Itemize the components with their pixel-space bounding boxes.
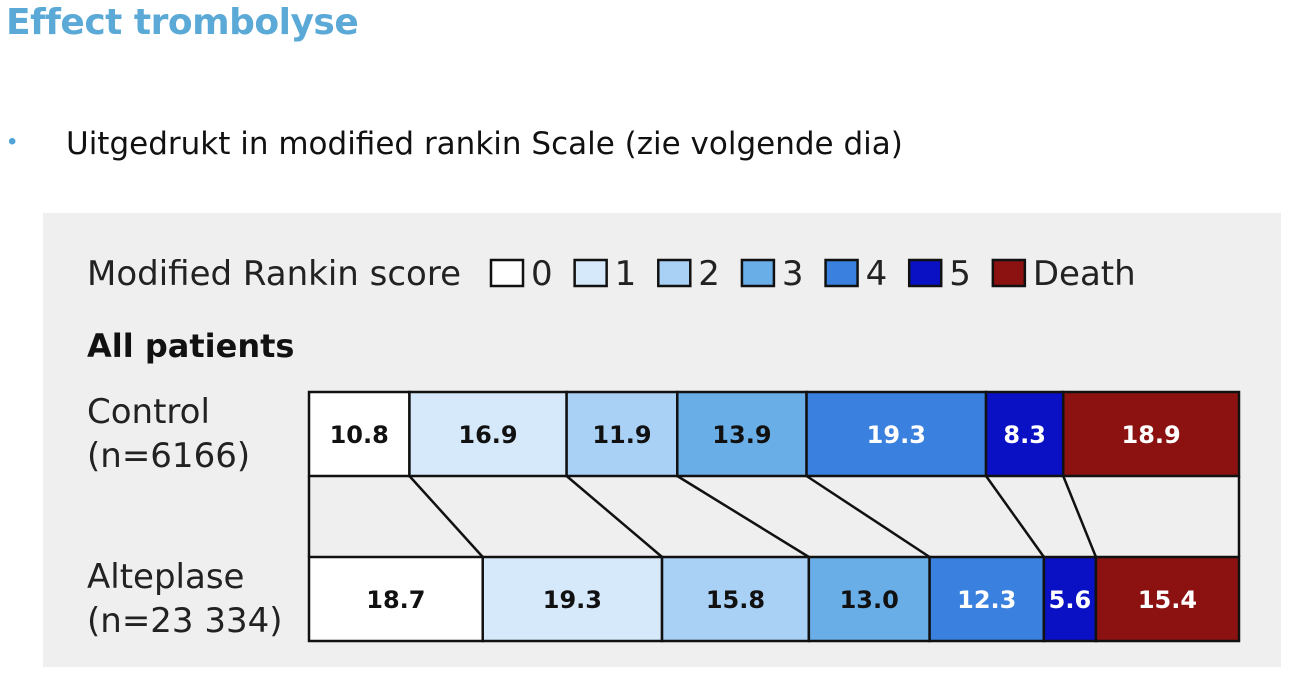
section-title: All patients — [87, 327, 294, 365]
legend-label-1: 1 — [615, 254, 637, 294]
row-label-0-line1: Control — [87, 392, 210, 432]
legend-swatch-4 — [824, 258, 859, 288]
legend-label-4: 4 — [866, 254, 888, 294]
bar-segment-row1-1 — [481, 555, 664, 643]
bar-value-row1-death: 15.4 — [1138, 586, 1197, 614]
row-label-1-line1: Alteplase — [87, 557, 244, 597]
bar-value-row1-4: 12.3 — [957, 586, 1016, 614]
bar-value-row0-1: 16.9 — [458, 421, 517, 449]
bullet-text: Uitgedrukt in modified rankin Scale (zie… — [66, 126, 903, 162]
legend-label-5: 5 — [949, 254, 971, 294]
connector-line-4 — [805, 474, 931, 559]
bar-value-row1-1: 19.3 — [543, 586, 602, 614]
bar-segment-row1-4 — [928, 555, 1046, 643]
bar-value-row0-5: 8.3 — [1003, 421, 1046, 449]
bar-value-row1-5: 5.6 — [1049, 586, 1092, 614]
bar-value-row0-2: 11.9 — [592, 421, 651, 449]
legend-swatch-2 — [657, 258, 692, 288]
bar-segment-row1-2 — [660, 555, 811, 643]
legend-swatch-0 — [489, 258, 525, 288]
bar-value-row0-3: 13.9 — [712, 421, 771, 449]
bar-value-row0-4: 19.3 — [867, 421, 926, 449]
bar-value-row1-0: 18.7 — [366, 586, 425, 614]
row-labels: Control(n=6166) Alteplase(n=23 334) — [87, 392, 283, 641]
bar-segment-row1-0 — [307, 555, 484, 643]
bar-segment-row1-death — [1094, 555, 1241, 643]
bar-segment-row0-2 — [565, 390, 679, 478]
connector-line-1 — [408, 475, 484, 558]
connector-line-3 — [676, 474, 810, 559]
legend-swatch-5 — [907, 258, 943, 288]
bar-segment-row1-3 — [807, 555, 931, 643]
legend-label-3: 3 — [782, 254, 804, 294]
row-label-0-line2: (n=6166) — [87, 436, 250, 476]
bar-value-row0-0: 10.8 — [330, 421, 389, 449]
bar-segment-row0-3 — [676, 390, 808, 478]
connector-line-6 — [1062, 475, 1098, 558]
bars: 10.8 16.9 11.9 13.9 19.3 8.3 18.9 18.7 19.3 15.8 1… — [307, 390, 1241, 643]
bar-segment-row0-1 — [408, 390, 568, 478]
row-label-1-line2: (n=23 334) — [87, 601, 283, 641]
bullet-dot: • — [8, 128, 17, 155]
legend-swatch-1 — [573, 258, 608, 288]
connector-line-2 — [565, 475, 663, 558]
legend: Modified Rankin score 0 1 2 3 4 5 Death — [87, 254, 1136, 294]
legend-title: Modified Rankin score — [87, 254, 461, 294]
bar-segment-row0-5 — [984, 390, 1065, 478]
connector-line-5 — [985, 475, 1045, 558]
rankin-stacked-bar-chart: Modified Rankin score 0 1 2 3 4 5 Death All pa… — [87, 254, 1241, 643]
bar-segment-row0-death — [1061, 390, 1241, 478]
bar-value-row0-death: 18.9 — [1122, 421, 1181, 449]
slide-title: Effect trombolyse — [6, 2, 359, 43]
legend-label-0: 0 — [531, 254, 553, 294]
bar-value-row1-2: 15.8 — [706, 586, 765, 614]
legend-swatch-3 — [740, 258, 776, 288]
rankin-figure: Modified Rankin score 0 1 2 3 4 5 Death All pa… — [43, 213, 1281, 667]
bar-value-row1-3: 13.0 — [840, 586, 899, 614]
connectors — [307, 474, 1241, 559]
legend-swatch-death — [991, 258, 1027, 288]
legend-label-death: Death — [1033, 254, 1136, 294]
legend-items: 0 1 2 3 4 5 Death — [489, 254, 1136, 294]
legend-label-2: 2 — [698, 254, 720, 294]
